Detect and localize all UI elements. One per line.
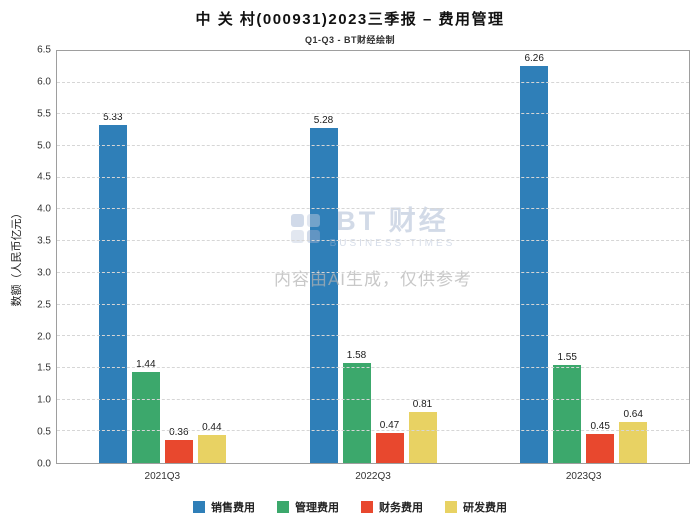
bar-column: 1.55 xyxy=(553,51,582,463)
legend-item: 销售费用 xyxy=(193,499,255,515)
y-tick-label: 0.5 xyxy=(37,426,51,438)
bars-layer: 5.33 1.44 0.36 0.44 5.28 1.58 0.47 0.81 6.26 1.55… xyxy=(57,51,689,463)
bar-column: 6.26 xyxy=(520,51,549,463)
bar-column: 0.36 xyxy=(164,51,193,463)
bar xyxy=(520,66,549,463)
gridline xyxy=(57,303,689,305)
bar xyxy=(164,440,193,463)
gridline xyxy=(57,335,689,337)
bar-column: 0.81 xyxy=(408,51,437,463)
gridline xyxy=(57,240,689,242)
bar xyxy=(586,434,615,463)
y-tick-label: 2.0 xyxy=(37,331,51,343)
y-tick-label: 3.5 xyxy=(37,235,51,247)
bar-column: 0.64 xyxy=(619,51,648,463)
plot-area: 5.33 1.44 0.36 0.44 5.28 1.58 0.47 0.81 6.26 1.55… xyxy=(56,50,690,464)
bar-value-label: 1.44 xyxy=(136,358,156,370)
bar-value-label: 0.45 xyxy=(590,421,610,433)
bar-value-label: 0.44 xyxy=(202,422,222,434)
bar-value-label: 5.33 xyxy=(103,112,123,124)
bar xyxy=(309,128,338,463)
legend-label: 财务费用 xyxy=(379,502,423,514)
x-axis-ticks: 2021Q3 2022Q3 2023Q3 xyxy=(57,471,689,486)
bar xyxy=(98,125,127,463)
legend-item: 财务费用 xyxy=(361,499,423,515)
bar-value-label: 0.81 xyxy=(412,398,433,410)
gridline xyxy=(57,430,689,432)
x-tick-label: 2021Q3 xyxy=(144,471,181,482)
chart-area: 数额（人民币亿元） 0.0 0.5 1.0 1.5 2.0 2.5 3.0 3.5 4.0 4.5… xyxy=(6,45,690,470)
bar xyxy=(375,433,404,463)
bar-value-label: 0.36 xyxy=(169,427,189,439)
bar xyxy=(408,411,437,463)
y-tick-label: 3.0 xyxy=(37,267,51,279)
bar-column: 1.58 xyxy=(342,51,371,463)
gridline xyxy=(57,145,689,147)
y-axis-label: 数额（人民币亿元） xyxy=(11,207,23,307)
bar-value-label: 0.47 xyxy=(379,420,400,432)
y-tick-label: 1.5 xyxy=(37,362,51,374)
gridline xyxy=(57,113,689,115)
gridline xyxy=(57,271,689,273)
y-tick-label: 5.5 xyxy=(37,108,51,120)
y-tick-label: 2.5 xyxy=(37,299,51,311)
bar-column: 5.33 xyxy=(98,51,127,463)
bar-group: 5.28 1.58 0.47 0.81 xyxy=(268,51,479,463)
y-axis-label-wrap: 数额（人民币亿元） xyxy=(6,50,26,464)
gridline xyxy=(57,398,689,400)
bar-value-label: 0.64 xyxy=(623,409,643,421)
y-axis-ticks: 0.0 0.5 1.0 1.5 2.0 2.5 3.0 3.5 4.0 4.5 5.0 5.5 6.0 6… xyxy=(26,45,56,470)
bar-column: 0.44 xyxy=(197,51,226,463)
x-tick-label: 2022Q3 xyxy=(355,471,391,482)
y-tick-label: 4.0 xyxy=(37,203,51,215)
bar-value-label: 6.26 xyxy=(524,53,544,65)
legend-label: 管理费用 xyxy=(295,502,339,514)
y-tick-label: 0.0 xyxy=(37,458,51,470)
y-tick-label: 5.0 xyxy=(37,140,51,152)
bar xyxy=(197,435,226,463)
y-tick-label: 1.0 xyxy=(37,394,51,406)
gridline xyxy=(57,176,689,178)
gridline xyxy=(57,81,689,83)
bar-column: 1.44 xyxy=(131,51,160,463)
bar-column: 5.28 xyxy=(309,51,338,463)
y-tick-label: 4.5 xyxy=(37,171,51,183)
legend-item: 管理费用 xyxy=(277,499,339,515)
legend: 销售费用 管理费用 财务费用 研发费用 xyxy=(0,499,700,515)
bar-value-label: 1.58 xyxy=(346,349,367,361)
gridline xyxy=(57,366,689,368)
bar xyxy=(342,362,371,463)
bar-column: 0.45 xyxy=(586,51,615,463)
bar-value-label: 5.28 xyxy=(313,115,334,127)
bar-group: 6.26 1.55 0.45 0.64 xyxy=(478,51,689,463)
legend-swatch xyxy=(277,501,289,513)
bar xyxy=(619,422,648,463)
bar-column: 0.47 xyxy=(375,51,404,463)
bar xyxy=(131,371,160,463)
bar-group: 5.33 1.44 0.36 0.44 xyxy=(57,51,268,463)
y-tick-label: 6.0 xyxy=(37,76,51,88)
gridline xyxy=(57,208,689,210)
chart-subtitle: Q1-Q3 - BT财经绘制 xyxy=(304,35,395,45)
legend-swatch xyxy=(193,501,205,513)
legend-label: 销售费用 xyxy=(211,502,255,514)
y-tick-label: 6.5 xyxy=(37,44,51,56)
legend-swatch xyxy=(361,501,373,513)
legend-item: 研发费用 xyxy=(445,499,507,515)
chart-title: 中 关 村(000931)2023三季报 – 费用管理 xyxy=(195,11,505,28)
legend-swatch xyxy=(445,501,457,513)
legend-label: 研发费用 xyxy=(463,502,507,514)
bar xyxy=(553,364,582,463)
bar-value-label: 1.55 xyxy=(557,351,577,363)
x-tick-label: 2023Q3 xyxy=(565,471,602,482)
